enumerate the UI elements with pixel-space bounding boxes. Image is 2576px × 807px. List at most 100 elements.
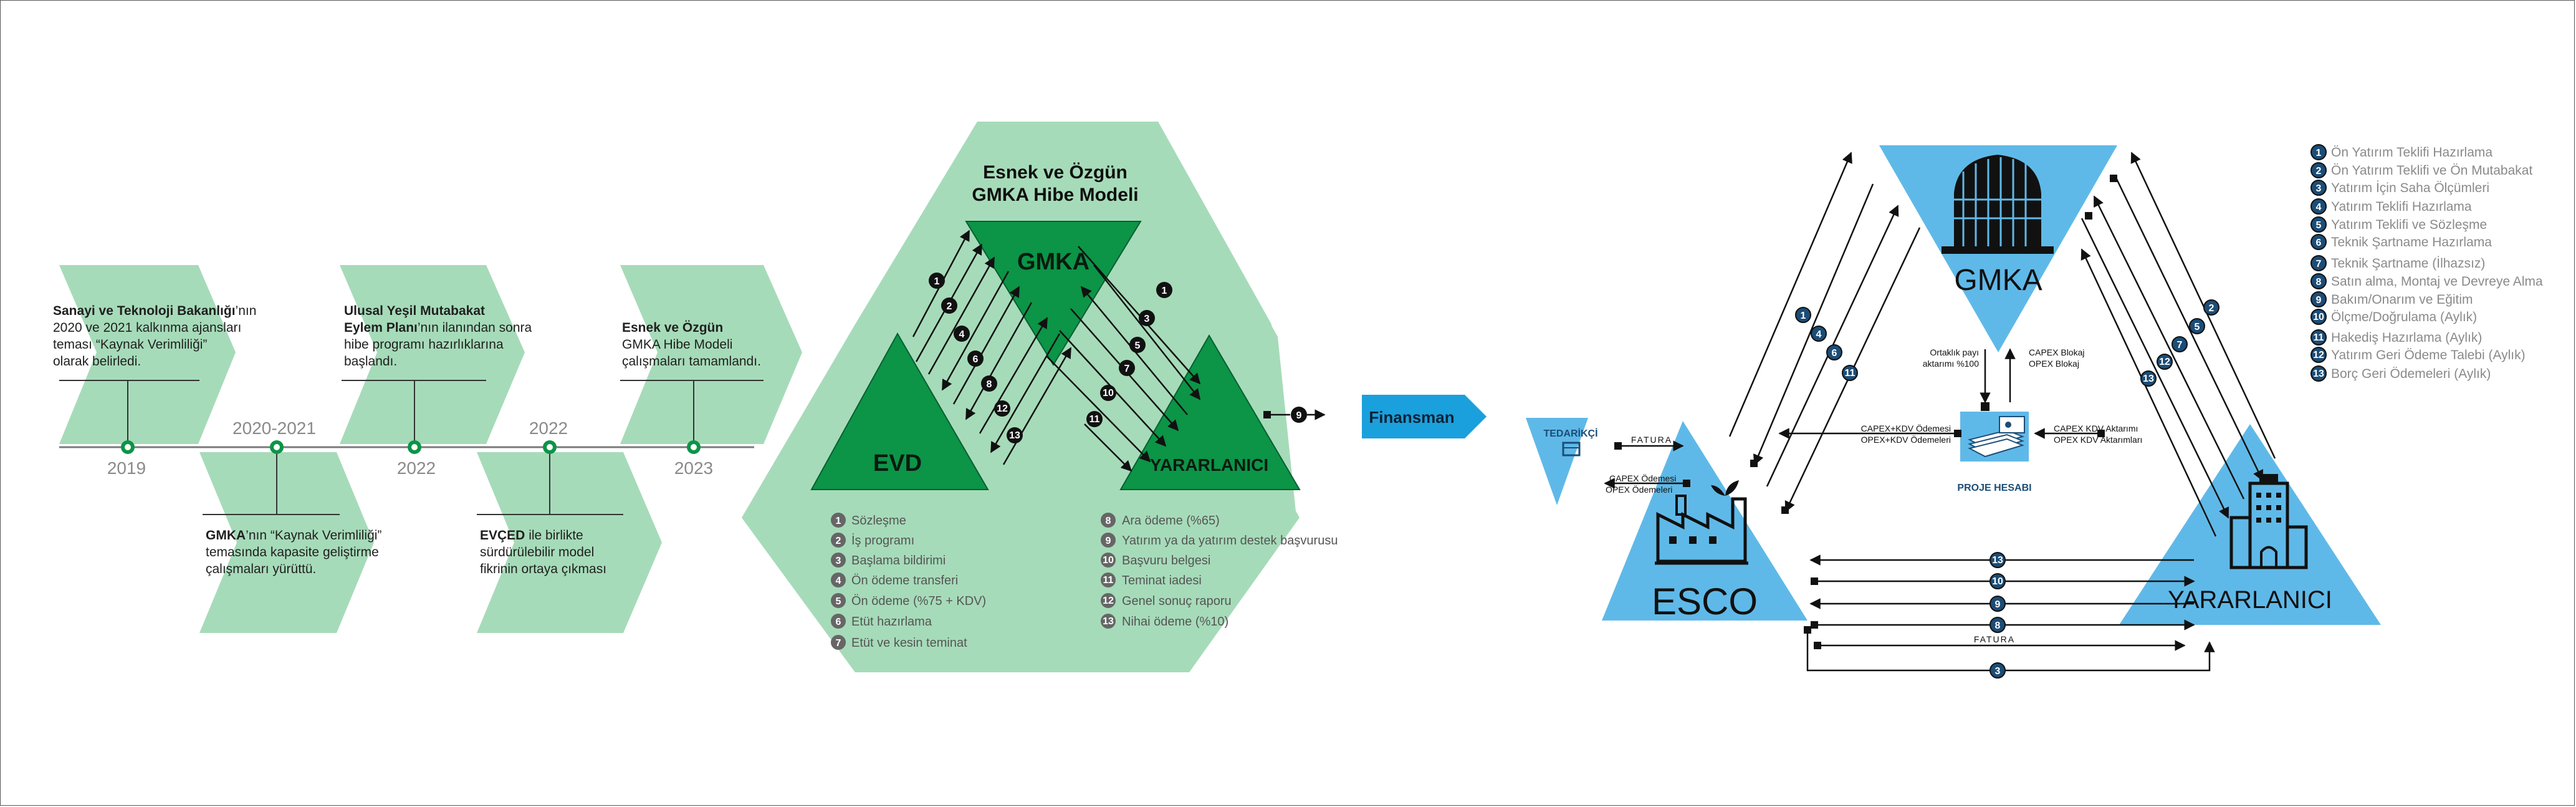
svg-text:Bakım/Onarım ve Eğitim: Bakım/Onarım ve Eğitim bbox=[2331, 292, 2473, 307]
entry-line: temasında kapasite geliştirme bbox=[206, 545, 379, 559]
svg-text:Etüt ve kesin teminat: Etüt ve kesin teminat bbox=[851, 636, 967, 650]
model-title-line1: Esnek ve Özgün bbox=[983, 162, 1128, 183]
entry-bold: Ulusal Yeşil Mutabakat bbox=[344, 304, 486, 318]
svg-text:6: 6 bbox=[2316, 238, 2322, 248]
svg-text:5: 5 bbox=[1135, 341, 1141, 351]
list-item: 10 Başvuru belgesi bbox=[1101, 553, 1210, 568]
legend-item: 5 Yatırım Teklifi ve Sözleşme bbox=[2310, 216, 2487, 233]
yararlanici-label: YARARLANICI bbox=[1150, 455, 1268, 475]
list-item: 6 Etüt hazırlama bbox=[831, 614, 932, 629]
svg-text:13: 13 bbox=[2313, 369, 2324, 379]
grant-model: Esnek ve Özgün GMKA Hibe Modeli GMKA EVD… bbox=[742, 122, 1487, 672]
svg-text:8: 8 bbox=[2316, 277, 2322, 288]
svg-text:Yatırım Teklifi Hazırlama: Yatırım Teklifi Hazırlama bbox=[2331, 200, 2472, 214]
bottom-badges: 13 10 9 8 3 bbox=[1989, 552, 2006, 679]
svg-text:Ön ödeme (%75 + KDV): Ön ödeme (%75 + KDV) bbox=[851, 594, 986, 608]
legend-item: 8 Satın alma, Montaj ve Devreye Alma bbox=[2310, 273, 2543, 289]
legend-item: 4 Yatırım Teklifi Hazırlama bbox=[2310, 198, 2472, 215]
entry-line: teması “Kaynak Verimliliği” bbox=[53, 337, 208, 352]
list-item: 1 Sözleşme bbox=[831, 513, 906, 528]
svg-text:Yatırım İçin Saha Ölçümleri: Yatırım İçin Saha Ölçümleri bbox=[2331, 181, 2489, 195]
timeline-entry-2019: Sanayi ve Teknoloji Bakanlığı’nın 2020 v… bbox=[53, 302, 277, 370]
capex-blokaj-line1: CAPEX Blokaj bbox=[2029, 347, 2084, 357]
svg-text:İş programı: İş programı bbox=[851, 533, 914, 548]
esco-legend: 1 Ön Yatırım Teklifi Hazırlama 2 Ön Yatırı… bbox=[2310, 144, 2543, 382]
svg-text:Ön Yatırım Teklifi Hazırlama: Ön Yatırım Teklifi Hazırlama bbox=[2331, 145, 2492, 160]
svg-text:11: 11 bbox=[1089, 414, 1100, 425]
svg-text:10: 10 bbox=[1103, 555, 1114, 566]
entry-line: olarak belirledi. bbox=[53, 354, 141, 369]
list-item: 12 Genel sonuç raporu bbox=[1101, 593, 1232, 608]
svg-text:1: 1 bbox=[1162, 286, 1167, 296]
year-label: 2022 bbox=[397, 458, 436, 478]
svg-text:1: 1 bbox=[2316, 148, 2322, 158]
svg-text:3: 3 bbox=[1144, 314, 1150, 324]
capex-kdv-right-2: OPEX KDV Aktarımları bbox=[2054, 435, 2142, 445]
svg-text:Teknik Şartname (İlhazsız): Teknik Şartname (İlhazsız) bbox=[2331, 256, 2485, 271]
model-title-line2: GMKA Hibe Modeli bbox=[972, 185, 1138, 205]
year-label: 2022 bbox=[529, 418, 568, 438]
evd-gmka-arrows bbox=[912, 230, 1072, 465]
svg-text:7: 7 bbox=[1124, 364, 1130, 374]
entry-line: GMKA Hibe Modeli bbox=[622, 337, 733, 352]
legend-item: 2 Ön Yatırım Teklifi ve Ön Mutabakat bbox=[2310, 162, 2532, 178]
year-label: 2019 bbox=[107, 458, 146, 478]
svg-text:12: 12 bbox=[997, 404, 1008, 414]
svg-text:6: 6 bbox=[836, 617, 841, 627]
entry-line: ’nın “Kaynak Verimliliği” bbox=[246, 528, 382, 543]
svg-text:6: 6 bbox=[1832, 348, 1837, 359]
svg-text:5: 5 bbox=[2316, 220, 2322, 231]
esco-model: GMKA ESCO YARARLANICI TEDARİKÇİ bbox=[1526, 144, 2543, 679]
model-background-hexagon-core bbox=[742, 122, 1296, 672]
timeline-chevron-5 bbox=[620, 265, 802, 444]
svg-text:Yatırım Geri Ödeme Talebi (Ayl: Yatırım Geri Ödeme Talebi (Aylık) bbox=[2331, 348, 2526, 362]
gmka-yararlanici-blue-arrows bbox=[2080, 152, 2276, 537]
svg-text:4: 4 bbox=[1816, 329, 1822, 340]
svg-text:3: 3 bbox=[836, 556, 841, 566]
entry-bold: Eylem Planı bbox=[344, 321, 418, 335]
fatura-arrows: FATURA CAPEX Ödemesi OPEX Ödemeleri bbox=[1604, 435, 1690, 495]
timeline-chevron-2 bbox=[199, 452, 374, 633]
building-icon bbox=[1942, 155, 2054, 254]
capex-kdv-left-1: CAPEX+KDV Ödemesi bbox=[1861, 423, 1951, 433]
svg-text:13: 13 bbox=[1103, 616, 1114, 627]
entry-bold: GMKA bbox=[206, 528, 246, 543]
svg-text:12: 12 bbox=[2313, 350, 2324, 360]
capex-blokaj-line2: OPEX Blokaj bbox=[2029, 359, 2079, 369]
timeline-chevron-4 bbox=[477, 452, 662, 633]
svg-text:1: 1 bbox=[1801, 311, 1806, 321]
legend-item: 6 Teknik Şartname Hazırlama bbox=[2310, 234, 2492, 250]
step-list-left: 1 Sözleşme 2 İş programı 3 Başlama bildirim… bbox=[831, 513, 986, 650]
svg-text:Başlama bildirimi: Başlama bildirimi bbox=[851, 554, 946, 568]
svg-text:Etüt hazırlama: Etüt hazırlama bbox=[851, 615, 932, 629]
entry-line: çalışmaları tamamlandı. bbox=[622, 354, 761, 369]
svg-text:12: 12 bbox=[1103, 596, 1114, 606]
entry-line: ’nın ilanından sonra bbox=[417, 321, 532, 335]
svg-text:7: 7 bbox=[836, 638, 841, 649]
fatura-label: FATURA bbox=[1631, 435, 1672, 445]
svg-text:6: 6 bbox=[973, 354, 979, 365]
svg-text:Satın alma, Montaj ve Devreye: Satın alma, Montaj ve Devreye Alma bbox=[2331, 274, 2543, 289]
svg-text:2: 2 bbox=[836, 536, 841, 546]
legend-item: 12 Yatırım Geri Ödeme Talebi (Aylık) bbox=[2310, 347, 2526, 363]
svg-text:Yatırım Teklifi ve Sözleşme: Yatırım Teklifi ve Sözleşme bbox=[2331, 218, 2487, 232]
legend-item: 10 Ölçme/Doğrulama (Aylık) bbox=[2310, 309, 2477, 325]
list-item: 9 Yatırım ya da yatırım destek başvurusu bbox=[1101, 533, 1338, 548]
esco-badges: 1 4 6 11 bbox=[1795, 307, 1858, 381]
svg-text:1: 1 bbox=[934, 276, 940, 287]
timeline-chevron-1 bbox=[59, 265, 236, 444]
list-item: 4 Ön ödeme transferi bbox=[831, 573, 958, 587]
svg-text:Hakediş Hazırlama (Aylık): Hakediş Hazırlama (Aylık) bbox=[2331, 331, 2482, 345]
capex-kdv-left-2: OPEX+KDV Ödemeleri bbox=[1861, 434, 1951, 445]
tedarikci-label: TEDARİKÇİ bbox=[1543, 428, 1597, 439]
svg-text:12: 12 bbox=[2159, 357, 2170, 367]
factory-icon bbox=[1655, 480, 1748, 565]
yararlanici-blue-label: YARARLANICI bbox=[2168, 586, 2332, 614]
entry-line: hibe programı hazırlıklarına bbox=[344, 337, 504, 352]
svg-text:Borç Geri Ödemeleri (Aylık): Borç Geri Ödemeleri (Aylık) bbox=[2331, 367, 2491, 381]
svg-text:11: 11 bbox=[2314, 332, 2324, 343]
list-item: 11 Teminat iadesi bbox=[1101, 573, 1202, 587]
proje-hesabi-label: PROJE HESABI bbox=[1957, 483, 2031, 493]
svg-text:2: 2 bbox=[947, 301, 952, 312]
